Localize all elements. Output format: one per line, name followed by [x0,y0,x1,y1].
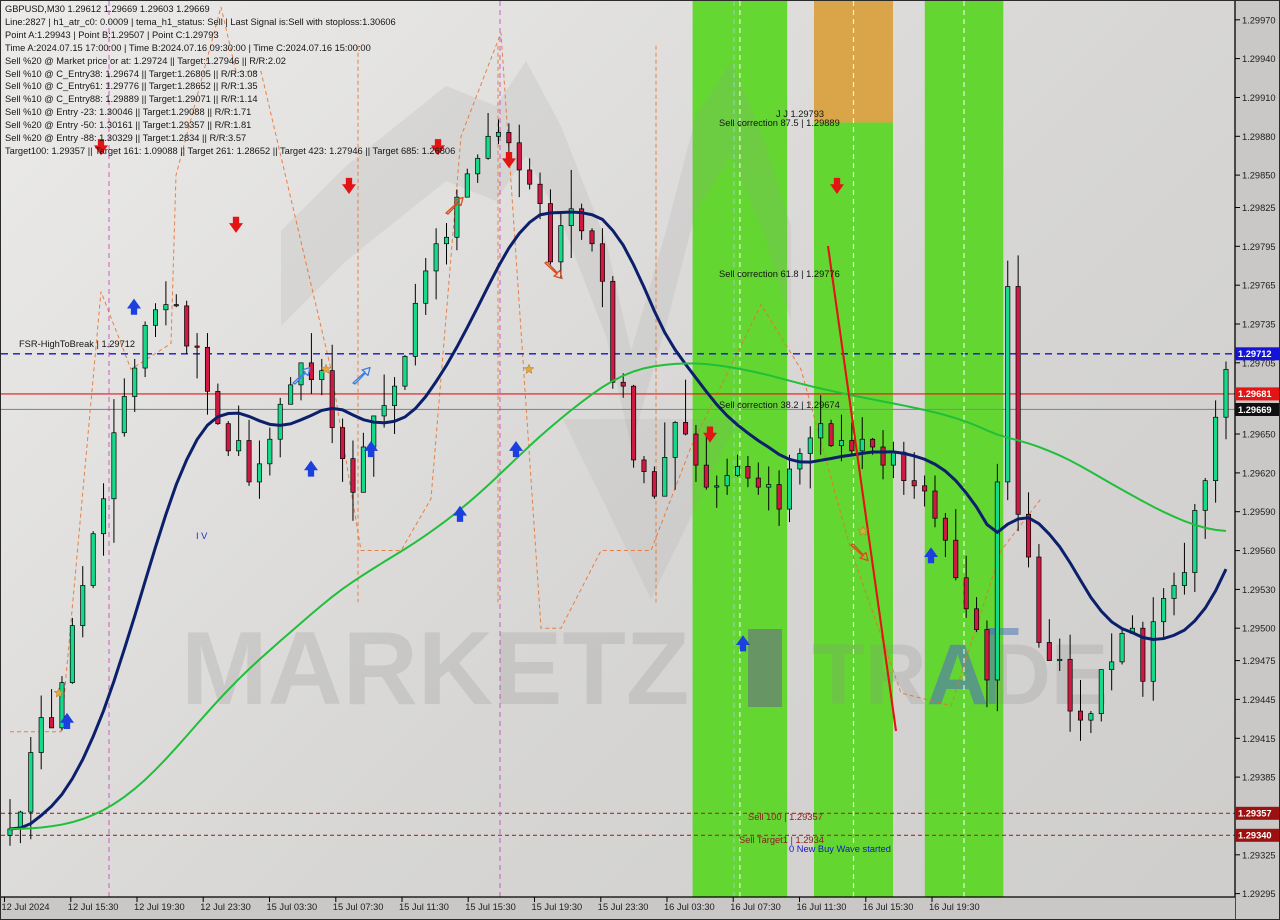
svg-text:1.29795: 1.29795 [1242,242,1276,252]
svg-text:1.29357: 1.29357 [1238,809,1272,819]
svg-text:1.29445: 1.29445 [1242,695,1276,705]
svg-text:1.29650: 1.29650 [1242,430,1276,440]
svg-text:1.29530: 1.29530 [1242,585,1276,595]
svg-text:1.29940: 1.29940 [1242,54,1276,64]
svg-text:1.29970: 1.29970 [1242,15,1276,25]
svg-text:MARKETZ: MARKETZ [181,611,689,727]
svg-text:1.29325: 1.29325 [1242,850,1276,860]
svg-text:1.29590: 1.29590 [1242,507,1276,517]
svg-text:A: A [927,627,989,723]
svg-text:1.29910: 1.29910 [1242,93,1276,103]
svg-text:1.29850: 1.29850 [1242,171,1276,181]
svg-text:1.29415: 1.29415 [1242,734,1276,744]
svg-text:1.29560: 1.29560 [1242,546,1276,556]
svg-text:1.29620: 1.29620 [1242,468,1276,478]
svg-text:1.29681: 1.29681 [1238,389,1272,399]
svg-text:1.29669: 1.29669 [1238,405,1272,415]
svg-text:1.29880: 1.29880 [1242,132,1276,142]
svg-text:1.29475: 1.29475 [1242,656,1276,666]
svg-text:1.29765: 1.29765 [1242,281,1276,291]
svg-text:1.29295: 1.29295 [1242,889,1276,899]
svg-text:1.29500: 1.29500 [1242,624,1276,634]
svg-text:1.29712: 1.29712 [1238,349,1272,359]
svg-text:1.29385: 1.29385 [1242,773,1276,783]
svg-text:1.29825: 1.29825 [1242,203,1276,213]
svg-text:1.29340: 1.29340 [1238,831,1272,841]
svg-text:1.29735: 1.29735 [1242,320,1276,330]
